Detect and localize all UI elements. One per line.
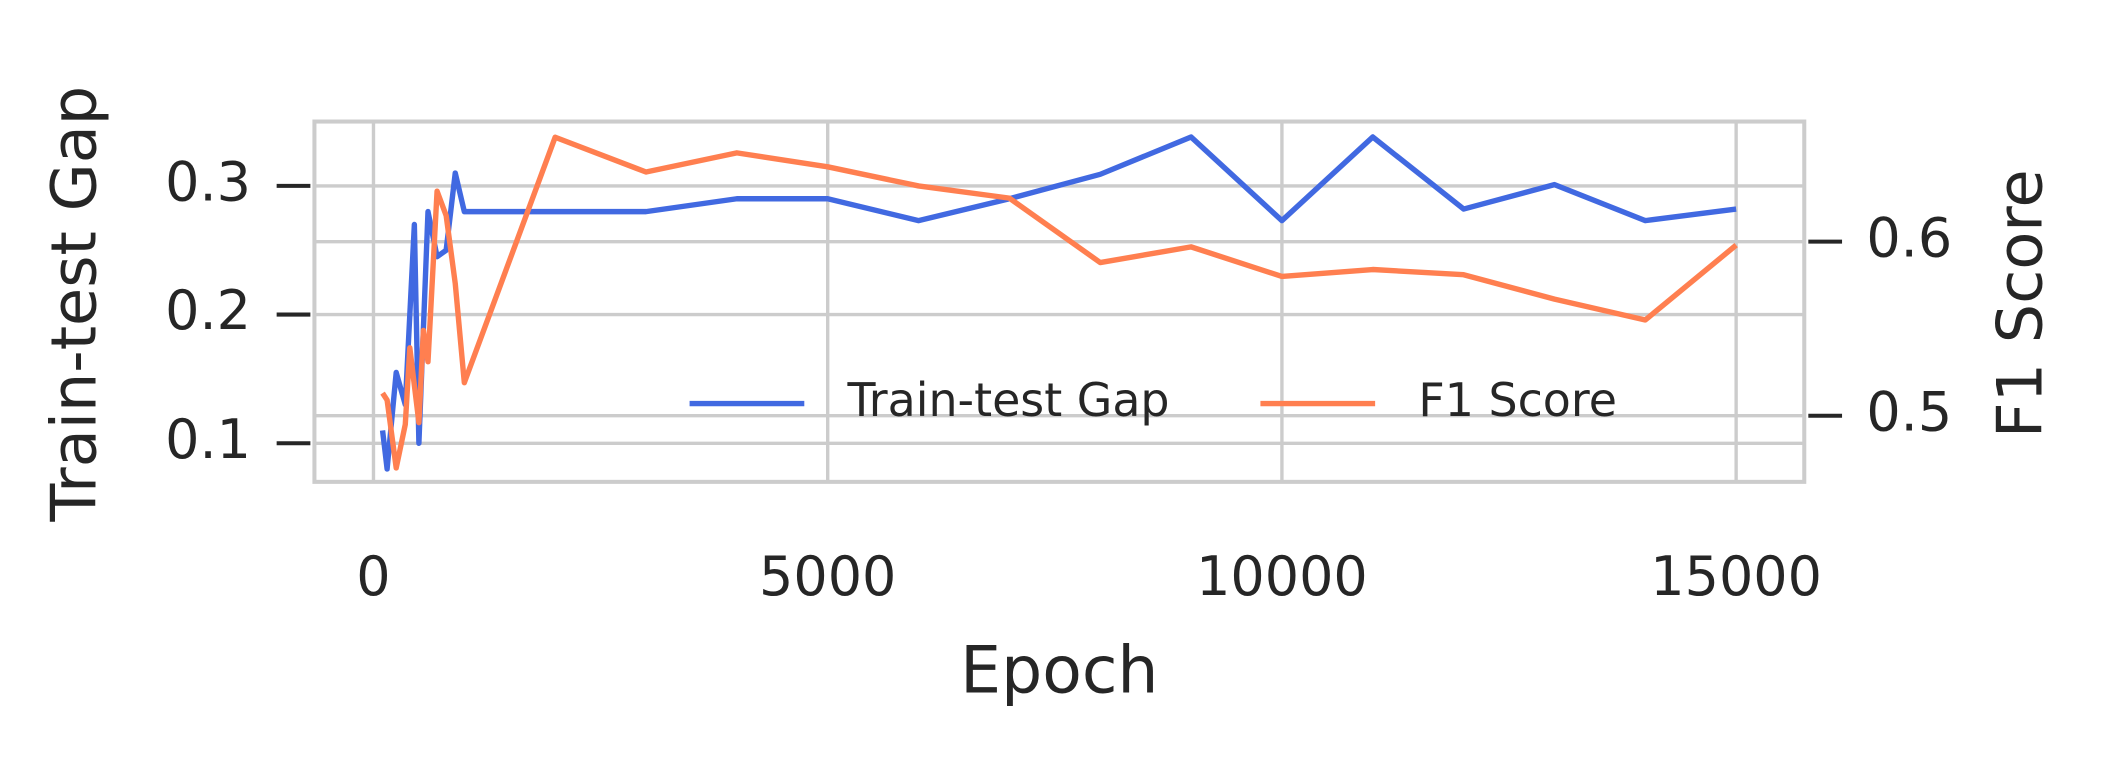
x-axis-label: Epoch <box>960 633 1158 708</box>
y2-tick-label: 0.5 <box>1866 380 1952 443</box>
y-axis-label: Train-test Gap <box>37 86 110 523</box>
x-tick-label: 0 <box>356 545 390 608</box>
x-tick-label: 5000 <box>759 545 896 608</box>
y2-axis-label: F1 Score <box>1983 169 2056 438</box>
y-tick-label: 0.3 <box>165 151 251 214</box>
y-tick-label: 0.1 <box>165 408 251 471</box>
y-tick-label: 0.2 <box>165 279 251 342</box>
line <box>379 134 1737 472</box>
y2-tick-label: 0.6 <box>1866 206 1952 269</box>
x-tick-label: 10000 <box>1196 545 1368 608</box>
line <box>380 134 1738 471</box>
legend-label: Train-test Gap <box>846 373 1169 427</box>
x-tick-label: 15000 <box>1650 545 1822 608</box>
legend-label: F1 Score <box>1418 373 1617 427</box>
plot-frame <box>312 119 1807 484</box>
